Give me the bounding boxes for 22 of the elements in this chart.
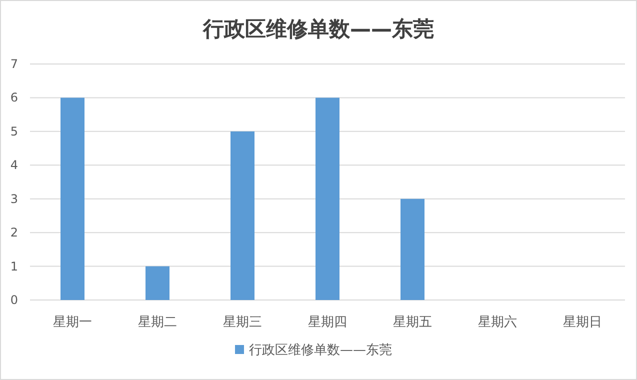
y-tick-label: 3 bbox=[10, 192, 18, 206]
x-tick-label: 星期三 bbox=[223, 315, 262, 330]
y-tick-label: 1 bbox=[10, 259, 18, 274]
y-tick-label: 4 bbox=[10, 158, 18, 172]
y-tick-label: 0 bbox=[10, 293, 18, 307]
x-tick-label: 星期五 bbox=[393, 315, 432, 330]
x-tick-label: 星期二 bbox=[138, 315, 177, 330]
x-tick-label: 星期四 bbox=[308, 315, 347, 330]
legend-label: 行政区维修单数——东莞 bbox=[249, 343, 392, 358]
bar bbox=[60, 98, 84, 300]
y-tick-label: 5 bbox=[10, 124, 18, 138]
y-tick-label: 7 bbox=[10, 57, 18, 71]
bar bbox=[400, 198, 424, 300]
y-tick-label: 6 bbox=[10, 90, 18, 105]
y-tick-label: 2 bbox=[10, 226, 18, 240]
bar bbox=[146, 266, 170, 300]
x-tick-label: 星期一 bbox=[53, 315, 92, 330]
x-tick-label: 星期日 bbox=[563, 315, 602, 330]
bar bbox=[230, 131, 254, 300]
bar bbox=[316, 98, 340, 300]
x-tick-label: 星期六 bbox=[478, 315, 517, 330]
chart-title: 行政区维修单数——东莞 bbox=[202, 17, 434, 41]
